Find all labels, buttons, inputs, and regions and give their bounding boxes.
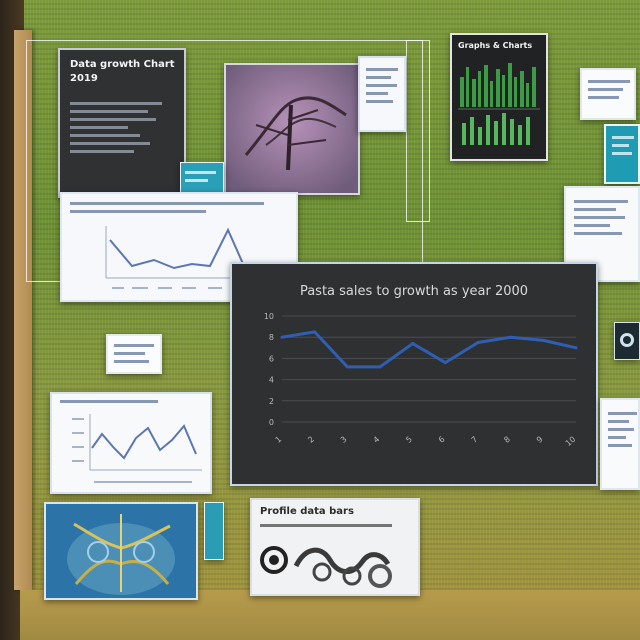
x-tick-label: 4 [372,435,382,445]
y-tick-label: 6 [269,354,274,363]
line-chart-window-lower[interactable] [50,392,212,494]
card-body-lines [260,524,410,532]
board-edge [14,30,32,590]
data-point [378,365,382,369]
chart-icon [458,63,540,145]
signature-icon [260,546,392,588]
y-tick-label: 0 [269,418,274,427]
x-tick-label: 1 [274,435,284,445]
figure-icon [46,504,196,598]
text-lines [70,102,170,158]
form-window-lower-right[interactable] [600,398,640,490]
anatomy-image-window[interactable] [44,502,198,600]
signature-card[interactable]: Profile data bars [250,498,420,596]
small-dialog[interactable] [358,56,406,132]
y-tick-label: 8 [269,333,274,342]
bar-chart-window[interactable]: Graphs & Charts [450,33,548,161]
card-title: Profile data bars [260,506,354,517]
lower-form-lines [608,412,638,452]
note-lines [588,80,632,104]
card-lines [114,344,158,368]
teal-lines [612,136,636,160]
main-chart-window[interactable]: Pasta sales to growth as year 2000 0 2 4 6 8… [230,262,598,486]
lower-header-lines [60,400,200,408]
dialog-lines [366,68,402,108]
y-tick-label: 2 [269,397,274,406]
caption-strip [180,162,224,196]
series-line [281,330,577,369]
dark-document-window[interactable]: Data growth Chart 2019 [58,48,186,198]
data-point [345,365,349,369]
data-point [443,361,447,365]
teal-label[interactable] [604,124,640,184]
right-icon-tile[interactable] [614,322,640,360]
side-tab[interactable] [204,502,224,560]
data-point [476,341,480,344]
data-point [541,338,545,342]
data-point [313,330,317,334]
form-lines [574,200,634,240]
x-tick-label: 2 [306,435,316,445]
x-tick-label: 5 [404,435,414,445]
data-point [574,346,578,350]
data-point [411,342,415,346]
gear-icon [620,333,634,347]
small-white-card[interactable] [106,334,162,374]
frame-outline [406,40,430,222]
x-tick-label: 6 [437,435,447,445]
photo-icon [226,65,358,193]
data-point [280,335,284,339]
chart-title: Pasta sales to growth as year 2000 [299,284,529,299]
mini-wave-chart [72,414,202,483]
x-tick-label: 3 [339,435,349,445]
document-title: Data growth Chart 2019 [70,59,175,84]
x-tick-label: 8 [502,435,512,445]
x-tick-label: 10 [564,435,578,448]
note-card[interactable] [580,68,636,120]
strip-lines [185,171,221,187]
data-point [509,335,513,339]
header-lines [70,202,290,218]
y-tick-label: 10 [264,312,274,321]
photo-window[interactable] [224,63,360,195]
x-tick-label: 7 [470,435,480,445]
y-tick-label: 4 [269,376,274,385]
tower-chart-title: Graphs & Charts [458,41,533,50]
x-tick-label: 9 [535,435,545,445]
